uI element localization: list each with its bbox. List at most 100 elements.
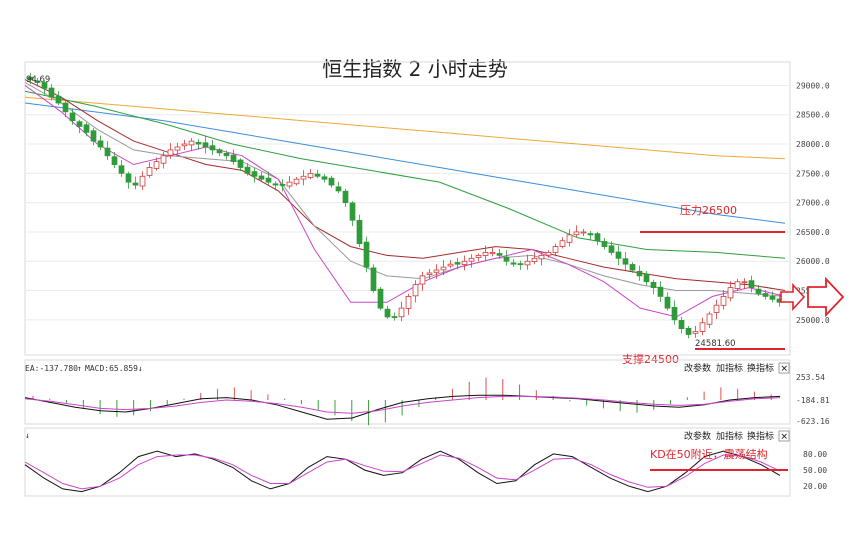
candle-body [356, 219, 363, 245]
candle-body [538, 254, 545, 260]
macd-tick-label: -184.81 [796, 396, 830, 405]
candle-body [524, 260, 531, 266]
candle-body [566, 234, 573, 243]
candle-body [685, 327, 692, 335]
candle-body [545, 252, 552, 256]
candle-body [734, 281, 741, 289]
close-icon[interactable]: ✕ [781, 433, 789, 443]
macd-tick-label: -623.16 [796, 417, 830, 426]
candle-body [650, 281, 657, 289]
candle-body [76, 121, 83, 127]
candle-body [174, 146, 181, 151]
candle-body [181, 143, 188, 147]
moving-average-line [24, 90, 786, 259]
candle-body [748, 280, 755, 289]
params-button[interactable]: 改参数 [684, 362, 711, 374]
macd-tick-label: 253.54 [796, 373, 825, 382]
candle-body [258, 175, 265, 180]
candle-body [160, 155, 167, 164]
resistance-annotation: 压力26500 [640, 204, 785, 233]
y-tick-label: 26000.0 [796, 257, 830, 266]
candle-body [517, 263, 524, 266]
candle-body [699, 322, 706, 332]
candle-body [307, 172, 314, 178]
candle-body [286, 181, 293, 187]
y-tick-label: 27500.0 [796, 169, 830, 178]
up-arrow-icon: ↑ [77, 364, 82, 373]
candle-body [468, 257, 475, 262]
candle-body [237, 159, 244, 168]
switch-indicator-button[interactable]: 换指标 [747, 430, 774, 442]
down-arrow-icon: ↓ [138, 364, 143, 373]
candle-body [671, 306, 678, 321]
switch-indicator-button[interactable]: 换指标 [747, 362, 774, 374]
macd-dea-line [24, 395, 781, 414]
price-panel: 29000.0 28500.0 28000.0 27500.0 27000.0 26500… [24, 61, 830, 356]
candle-body [384, 308, 391, 318]
candle-body [125, 173, 132, 183]
y-tick-label: 28000.0 [796, 140, 830, 149]
macd-value-readout: MACD:65.859 [85, 364, 138, 373]
candle-body [370, 267, 377, 291]
candle-body [55, 95, 62, 104]
candle-body [608, 245, 615, 253]
candle-body [363, 241, 370, 268]
candle-body [678, 320, 685, 330]
right-arrow-icon [807, 276, 845, 318]
y-tick-label: 25000.0 [796, 316, 830, 325]
candle-body [244, 166, 251, 174]
moving-average-line [24, 84, 786, 318]
candle-body [769, 295, 776, 300]
candle-body [741, 281, 748, 284]
y-tick-label: 29000.0 [796, 81, 830, 90]
candle-body [139, 175, 146, 187]
candle-body [202, 142, 209, 148]
candle-body [657, 286, 664, 297]
candle-body [265, 177, 272, 183]
candle-body [132, 182, 139, 186]
y-tick-label: 26500.0 [796, 228, 830, 237]
candle-body [601, 241, 608, 247]
candle-body [83, 124, 90, 133]
macd-toolbar: 改参数 加指标 换指标 ✕ [684, 362, 790, 375]
moving-average-line [24, 79, 786, 291]
add-indicator-button[interactable]: 加指标 [716, 430, 743, 442]
add-indicator-button[interactable]: 加指标 [716, 362, 743, 374]
candle-body [720, 295, 727, 306]
candle-body [587, 233, 594, 236]
candle-body [664, 296, 671, 309]
candle-body [216, 149, 223, 154]
candle-body [454, 262, 461, 265]
kd-tick-label: 50.00 [803, 466, 827, 475]
close-icon[interactable]: ✕ [781, 365, 789, 375]
candle-body [111, 156, 118, 165]
macd-dea-readout: EA:-137.780 [25, 364, 78, 373]
candle-body [167, 149, 174, 156]
candle-body [440, 266, 447, 271]
candle-body [636, 270, 643, 277]
down-arrow-icon: ↓ [25, 431, 30, 440]
support-label: 支撑24500 [622, 352, 679, 366]
candle-body [62, 102, 69, 113]
candle-body [321, 176, 328, 180]
candle-body [559, 240, 566, 247]
candle-body [433, 269, 440, 273]
candle-body [447, 263, 454, 267]
candle-body [27, 76, 34, 80]
candle-body [251, 171, 258, 177]
candle-body [118, 165, 125, 174]
candle-body [482, 252, 489, 256]
candle-body [335, 186, 342, 192]
kd-d-line [24, 454, 781, 490]
params-button[interactable]: 改参数 [684, 430, 711, 442]
candle-body [552, 246, 559, 253]
candle-body [391, 316, 398, 318]
candle-body [461, 260, 468, 265]
kd-k-line [24, 450, 781, 493]
candle-body [97, 140, 104, 148]
kd-tick-label: 80.00 [803, 450, 827, 459]
candle-body [300, 175, 307, 180]
resistance-label: 压力26500 [680, 204, 737, 217]
candle-body [146, 167, 153, 176]
